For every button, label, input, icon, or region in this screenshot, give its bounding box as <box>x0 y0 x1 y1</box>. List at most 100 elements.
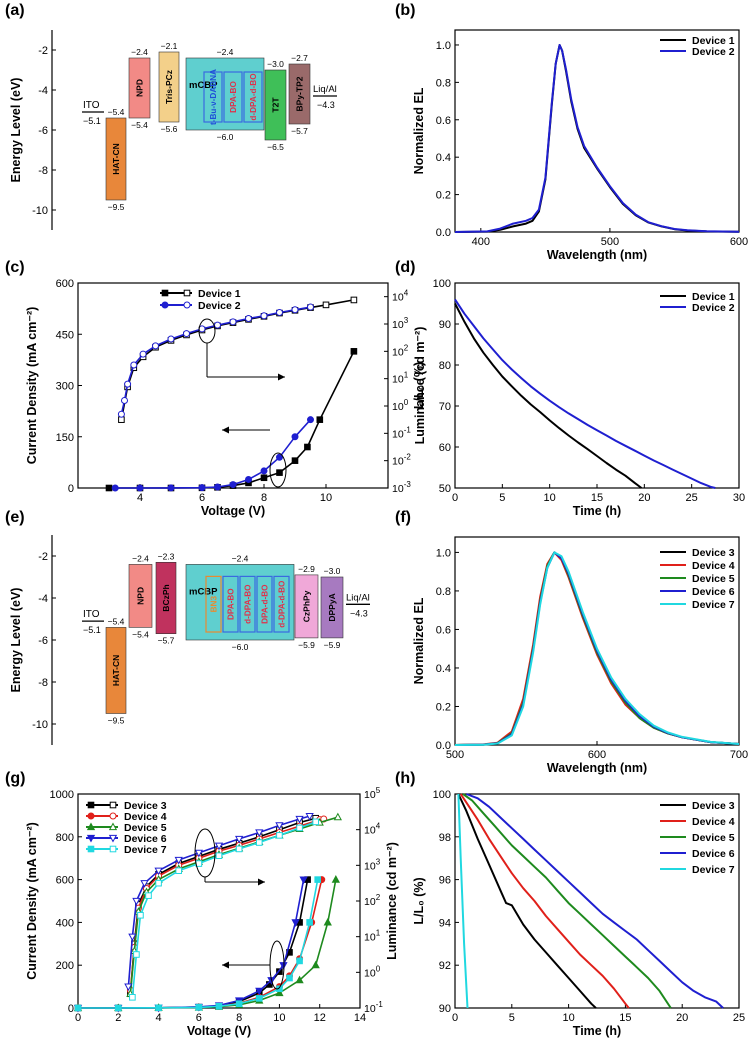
layer-homo-lumo: −5.6 <box>161 124 178 134</box>
layer-name: BCzPh <box>161 584 171 611</box>
luminance-marker <box>235 835 244 844</box>
y-tick-label: 0.0 <box>436 740 451 752</box>
current-marker <box>245 475 252 483</box>
current-marker <box>296 957 303 965</box>
arrow-head <box>222 426 229 434</box>
luminance-marker <box>260 312 268 320</box>
y-axis-label: Normalized EL <box>412 597 426 684</box>
layer-homo-lumo: −2.4 <box>132 553 149 563</box>
current-marker <box>304 443 311 451</box>
y-tick-label: 400 <box>56 917 74 929</box>
dopant-box <box>273 575 290 633</box>
y-tick-label: 800 <box>56 832 74 844</box>
y-axis-label: Energy Level (eV) <box>9 78 23 183</box>
legend-marker <box>109 845 117 853</box>
y-tick-label: 1.0 <box>436 547 451 559</box>
luminance-marker <box>117 410 125 418</box>
dopant-name: BN3 <box>210 596 219 613</box>
x-axis-label: Voltage (V) <box>187 1024 251 1038</box>
y-right-tick-label: 10-2 <box>392 453 411 468</box>
current-marker <box>155 1004 162 1012</box>
current-marker <box>74 1004 82 1012</box>
luminance-marker <box>291 306 299 314</box>
electrode-value: −4.3 <box>350 608 368 618</box>
current-marker <box>299 876 308 885</box>
luminance-marker <box>214 842 224 851</box>
luminance-marker <box>152 342 159 350</box>
y-axis-label: L/L₀ (%) <box>412 362 426 409</box>
legend-label: Device 3 <box>692 547 735 559</box>
legend-label: Device 2 <box>198 300 241 312</box>
y-tick-label: -4 <box>38 593 48 605</box>
layer-name: NPD <box>136 587 146 605</box>
x-tick-label: 10 <box>562 1012 574 1024</box>
dopant-box <box>205 575 222 633</box>
layer-homo-lumo: −2.1 <box>161 41 178 51</box>
layer-czphpy <box>294 574 319 639</box>
luminance-marker <box>118 416 125 423</box>
dopant-box <box>223 71 243 123</box>
luminance-line <box>120 299 355 420</box>
current-marker <box>291 919 300 927</box>
layer-homo-lumo: −6.0 <box>232 642 249 652</box>
layer-npd <box>128 564 153 628</box>
layer-homo-lumo: −9.5 <box>108 202 125 212</box>
current-marker <box>255 995 263 1002</box>
legend-label: Device 7 <box>124 844 167 856</box>
legend-marker <box>108 834 118 843</box>
x-tick-label: 8 <box>236 1012 242 1024</box>
dopant-name: t-Bu-ν-DABNA <box>209 69 218 125</box>
y-tick-label: 600 <box>56 278 74 290</box>
y-tick-label: 200 <box>56 960 74 972</box>
x-tick-label: 10 <box>273 1012 285 1024</box>
y-tick-label: 0.8 <box>436 586 451 598</box>
luminance-marker <box>215 852 223 860</box>
plot-frame-h <box>454 793 740 1009</box>
layer-homo-lumo: −5.4 <box>108 107 125 117</box>
current-marker <box>229 481 237 489</box>
series-line-device-2 <box>454 44 740 233</box>
y-tick-label: 1.0 <box>436 40 451 52</box>
x-tick-label: 700 <box>730 749 748 761</box>
legend-label: Device 1 <box>198 288 241 300</box>
legend-label: Device 4 <box>692 816 735 828</box>
luminance-marker <box>229 318 237 326</box>
dopant-box <box>203 71 223 123</box>
legend-marker <box>87 801 95 809</box>
layer-homo-lumo: −3.0 <box>324 566 341 576</box>
layer-homo-lumo: −2.7 <box>291 53 308 63</box>
layer-name: NPD <box>135 79 145 97</box>
series-line-device-6 <box>466 793 724 1009</box>
legend-label: Device 4 <box>124 811 167 823</box>
current-marker <box>114 1004 122 1012</box>
current-marker <box>167 484 175 492</box>
x-tick-label: 14 <box>354 1012 366 1024</box>
y-tick-label: 0.4 <box>436 152 451 164</box>
luminance-line <box>129 818 324 991</box>
x-axis-label: Time (h) <box>573 504 621 518</box>
layer-homo-lumo: −2.3 <box>158 551 175 561</box>
layer-name: mCBP <box>189 586 218 597</box>
x-tick-label: 2 <box>115 1012 121 1024</box>
y-tick-label: 90 <box>439 319 451 331</box>
legend-marker <box>86 822 96 831</box>
layer-homo-lumo: −5.7 <box>291 126 308 136</box>
luminance-marker <box>214 321 221 329</box>
current-marker <box>111 484 119 492</box>
luminance-marker <box>124 983 133 992</box>
y-tick-label: 100 <box>433 789 451 801</box>
dopant-box <box>243 71 263 123</box>
layer-homo-lumo: −9.5 <box>108 716 125 726</box>
x-tick-label: 15 <box>619 1012 631 1024</box>
luminance-marker <box>139 350 147 358</box>
x-tick-label: 0 <box>452 1012 458 1024</box>
y-right-tick-label: 100 <box>392 398 409 413</box>
y-tick-label: 98 <box>439 832 451 844</box>
current-marker <box>260 474 268 482</box>
y-right-tick-label: 101 <box>392 371 409 386</box>
legend-label: Device 2 <box>692 302 735 314</box>
layer-name: T2T <box>271 97 281 113</box>
y-tick-label: 80 <box>439 360 451 372</box>
annotation-ellipse <box>269 452 287 488</box>
plot-frame-g <box>77 793 361 1009</box>
